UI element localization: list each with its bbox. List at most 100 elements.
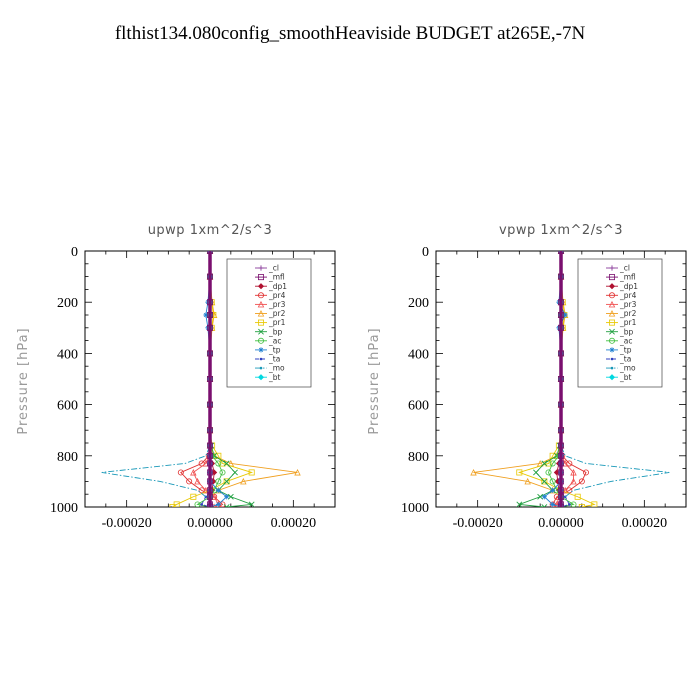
- data-point: [578, 503, 585, 507]
- legend-marker: [257, 292, 264, 299]
- data-point: [558, 273, 565, 280]
- legend-marker: [608, 300, 616, 308]
- legend-label: _ac: [619, 336, 632, 345]
- legend-marker: [257, 319, 264, 326]
- data-point: [558, 401, 565, 408]
- legend-item-tp: _tp: [606, 346, 632, 355]
- data-point: [232, 469, 238, 476]
- y-tick-label: 600: [57, 399, 78, 414]
- y-tick-label: 600: [408, 399, 429, 414]
- legend-marker: [609, 292, 616, 299]
- legend-item-ac: _ac: [606, 336, 632, 345]
- series-line: [101, 251, 211, 507]
- data-point: [203, 312, 209, 318]
- legend-label: _pr2: [619, 309, 637, 318]
- data-point: [206, 375, 213, 382]
- legend-marker: [608, 374, 616, 381]
- data-point: [194, 477, 201, 485]
- series-pr3: [190, 251, 222, 507]
- data-point: [541, 460, 548, 467]
- data-point: [206, 469, 213, 476]
- x-tick-label: 0.00020: [622, 516, 668, 531]
- data-point: [206, 452, 213, 459]
- data-point: [549, 478, 556, 485]
- data-point: [516, 501, 523, 507]
- legend-label: _ta: [619, 355, 631, 364]
- data-point: [558, 478, 565, 485]
- data-point: [215, 478, 222, 485]
- legend-box: [226, 258, 312, 388]
- data-point: [545, 469, 552, 476]
- legend-item-mfl: _mfl: [606, 273, 636, 282]
- legend-item-pr1: _pr1: [606, 318, 637, 327]
- legend-marker: [609, 274, 616, 281]
- data-point: [206, 401, 213, 408]
- data-point: [248, 501, 255, 507]
- plot-area: [470, 251, 670, 507]
- legend-marker: [609, 347, 615, 353]
- legend-marker: [608, 283, 616, 290]
- x-tick-label: 0.00020: [271, 516, 317, 531]
- series-line: [473, 251, 566, 507]
- legend-marker: [258, 265, 264, 271]
- data-point: [206, 251, 213, 254]
- legend-item-bp: _bp: [255, 327, 283, 336]
- data-point: [215, 501, 221, 507]
- legend-item-ta: _ta: [606, 355, 631, 364]
- data-point: [294, 468, 301, 476]
- data-point: [558, 350, 565, 357]
- data-point: [206, 503, 213, 507]
- data-point: [470, 468, 477, 476]
- data-point: [177, 469, 184, 476]
- data-point: [558, 311, 565, 318]
- data-point: [206, 460, 213, 467]
- data-point: [227, 493, 234, 500]
- legend-marker: [610, 357, 614, 361]
- data-point: [223, 478, 230, 485]
- data-point: [223, 504, 230, 507]
- legend-label: _mo: [268, 364, 285, 373]
- legend-label: _pr2: [268, 309, 286, 318]
- x-tick-label: 0.00000: [538, 516, 584, 531]
- data-point: [206, 350, 213, 357]
- data-point: [558, 460, 565, 467]
- legend-item-dp1: _dp1: [606, 282, 638, 291]
- legend-marker: [609, 319, 616, 326]
- x-tick-label: 0.00000: [187, 516, 233, 531]
- legend-label: _tp: [268, 346, 281, 355]
- data-point: [570, 501, 577, 507]
- legend-marker: [609, 328, 615, 335]
- y-tick-label: 400: [408, 347, 429, 362]
- series-line: [192, 251, 219, 507]
- legend-label: _pr3: [619, 300, 637, 309]
- legend-marker: [259, 366, 263, 370]
- legend-label: _bt: [619, 373, 632, 382]
- legend-label: _tp: [619, 346, 632, 355]
- legend-label: _dp1: [268, 282, 287, 291]
- series-mo: [101, 251, 211, 507]
- data-point: [558, 503, 565, 507]
- plot-area: [101, 251, 301, 507]
- series-pr4: [177, 251, 226, 507]
- data-point: [206, 324, 213, 331]
- legend-label: _pr1: [619, 318, 637, 327]
- legend-label: _mfl: [268, 273, 285, 282]
- data-point: [186, 478, 193, 485]
- chart-panel-1: upwp 1xm^2/s^3 Pressure [hPa] 0 200 400 600 80…: [16, 223, 336, 531]
- y-axis-label: Pressure [hPa]: [367, 327, 382, 434]
- data-point: [558, 427, 565, 434]
- data-point: [558, 375, 565, 382]
- series-pr2: [470, 251, 569, 507]
- data-point: [190, 493, 197, 500]
- legend-item-dp1: _dp1: [255, 282, 287, 291]
- data-point: [206, 442, 213, 449]
- data-point: [516, 469, 523, 476]
- data-point: [568, 503, 571, 506]
- legend-marker: [257, 374, 265, 381]
- legend-item-ac: _ac: [255, 336, 281, 345]
- y-tick-label: 400: [57, 347, 78, 362]
- series-line: [519, 251, 562, 507]
- legend-item-bt: _bt: [255, 373, 281, 382]
- legend-label: _ta: [268, 355, 280, 364]
